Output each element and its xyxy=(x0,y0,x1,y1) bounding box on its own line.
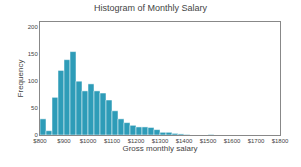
svg-text:Frequency: Frequency xyxy=(16,60,25,98)
svg-text:$1200: $1200 xyxy=(128,138,145,144)
svg-text:$1500: $1500 xyxy=(200,138,217,144)
svg-text:150: 150 xyxy=(28,51,39,57)
svg-text:$1300: $1300 xyxy=(152,138,169,144)
svg-text:200: 200 xyxy=(28,24,39,30)
svg-text:$1800: $1800 xyxy=(272,138,289,144)
svg-text:$1600: $1600 xyxy=(224,138,241,144)
svg-text:50: 50 xyxy=(31,105,38,111)
svg-text:$1000: $1000 xyxy=(80,138,97,144)
svg-text:100: 100 xyxy=(28,78,39,84)
svg-text:$900: $900 xyxy=(57,138,71,144)
svg-text:0: 0 xyxy=(34,132,38,138)
svg-text:Gross monthly salary: Gross monthly salary xyxy=(122,144,197,153)
svg-text:$1100: $1100 xyxy=(104,138,121,144)
svg-text:Histogram of Monthly Salary: Histogram of Monthly Salary xyxy=(94,3,208,13)
svg-text:$800: $800 xyxy=(33,138,47,144)
svg-text:$1700: $1700 xyxy=(248,138,265,144)
svg-text:$1400: $1400 xyxy=(176,138,193,144)
